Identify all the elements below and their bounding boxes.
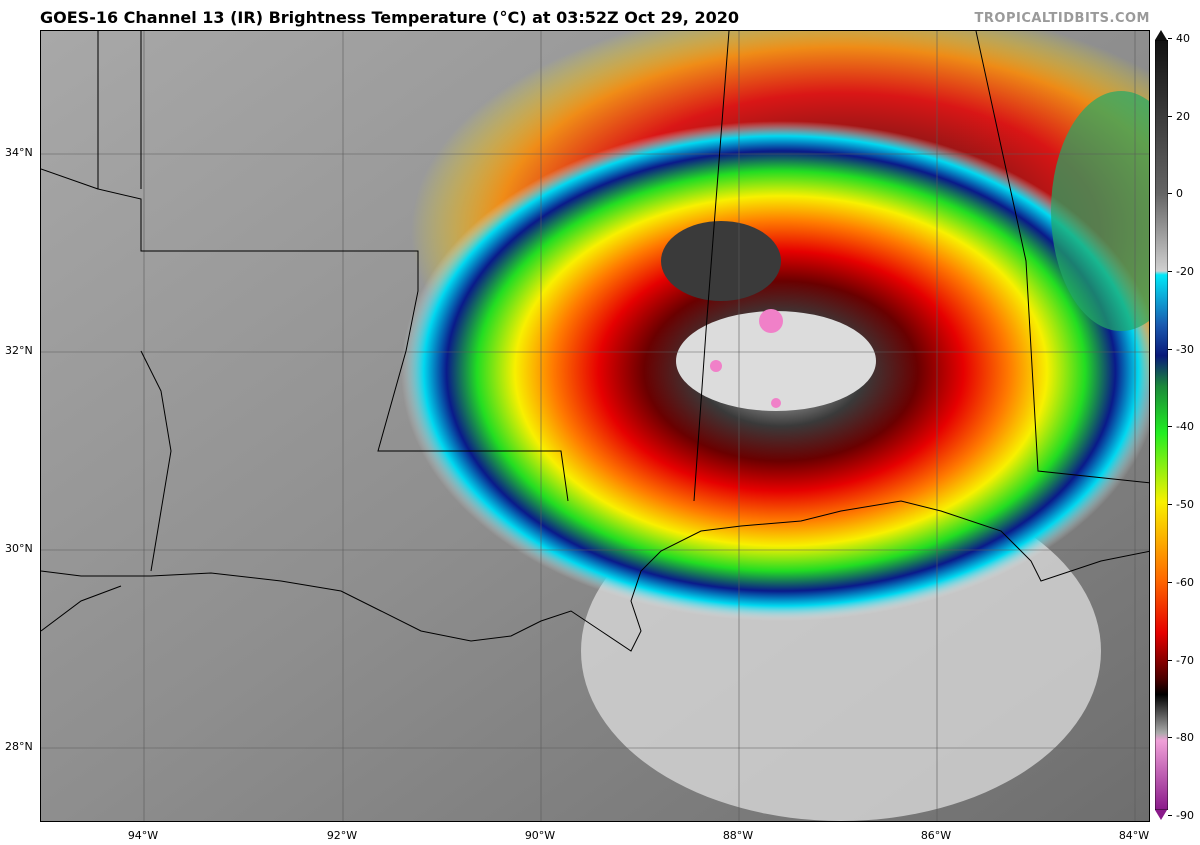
colorbar-tick [1168,193,1172,194]
colorbar-tick [1168,271,1172,272]
colorbar [1155,40,1168,810]
colorbar-label: -40 [1176,420,1194,433]
colorbar-label: -30 [1176,343,1194,356]
ir-imagery [41,31,1149,821]
lon-label: 88°W [722,829,754,842]
colorbar-tick [1168,504,1172,505]
colorbar-label: -60 [1176,576,1194,589]
colorbar-label: -80 [1176,731,1194,744]
colorbar-tick [1168,815,1172,816]
colorbar-tick [1168,349,1172,350]
lat-label: 28°N [5,740,33,753]
colorbar-label: -50 [1176,498,1194,511]
lon-label: 92°W [326,829,358,842]
colorbar-tick [1168,582,1172,583]
colorbar-bottom-arrow [1155,810,1167,820]
colorbar-label: 20 [1176,110,1190,123]
colorbar-tick [1168,38,1172,39]
lon-label: 84°W [1118,829,1150,842]
site-credit: TROPICALTIDBITS.COM [974,11,1150,26]
chart-title: GOES-16 Channel 13 (IR) Brightness Tempe… [40,8,739,27]
colorbar-tick [1168,660,1172,661]
colorbar-label: -20 [1176,265,1194,278]
lon-label: 90°W [524,829,556,842]
colorbar-tick [1168,426,1172,427]
lon-label: 86°W [920,829,952,842]
colorbar-top-arrow [1155,30,1167,40]
colorbar-label: 0 [1176,187,1183,200]
boundaries [41,31,1149,652]
lon-label: 94°W [127,829,159,842]
lat-label: 30°N [5,542,33,555]
colorbar-label: -70 [1176,654,1194,667]
lat-label: 32°N [5,344,33,357]
lat-label: 34°N [5,146,33,159]
colorbar-label: -90 [1176,809,1194,822]
colorbar-label: 40 [1176,32,1190,45]
colorbar-tick [1168,116,1172,117]
satellite-map [40,30,1150,822]
colorbar-tick [1168,737,1172,738]
graticule [41,31,1149,821]
